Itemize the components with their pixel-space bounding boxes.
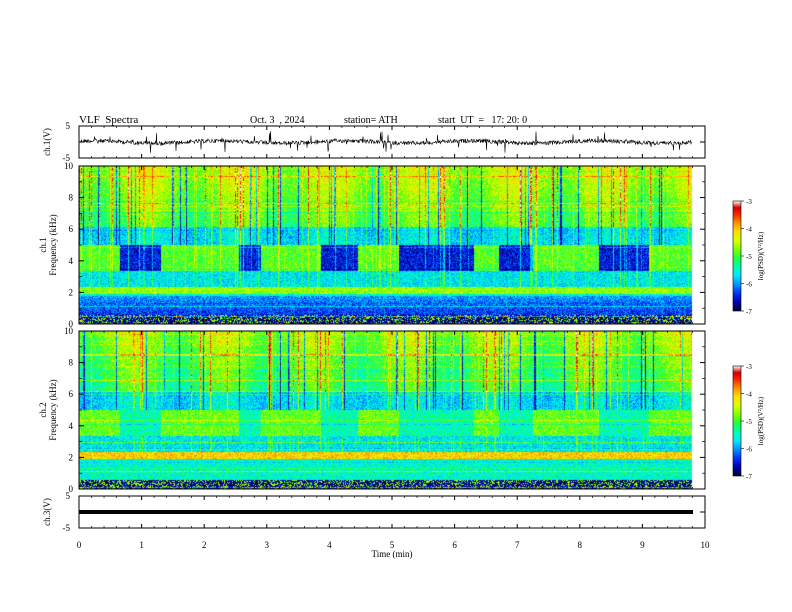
y-tick-label: 4 (69, 256, 74, 266)
ch1-spectrogram-ticks: 0 2 4 6 8 10 (64, 161, 706, 329)
ch3-ytick-bottom: -5 (63, 523, 71, 533)
colorbar-gradient (732, 200, 742, 312)
x-tick-label: 6 (452, 540, 457, 550)
x-tick-label: 3 (265, 540, 270, 550)
panel-ch2-spectrogram: 0 2 4 6 8 10 ch.2 Frequency (kHz) -3 -4 -5 -6 -7 l… (38, 326, 765, 494)
x-tick-label: 2 (202, 540, 207, 550)
x-tick-label: 4 (327, 540, 332, 550)
x-axis-label: Time (min) (372, 549, 413, 559)
ch3-waveform-trace (79, 510, 693, 514)
ch1-spectrogram-ylabel-line1: ch.1 (38, 237, 48, 252)
time-axis-tick-labels: 0 1 2 3 4 5 6 7 8 9 10 (77, 540, 710, 550)
ch1-ytick-top: 5 (66, 121, 71, 131)
station-label: station= ATH (344, 115, 398, 126)
ch2-spectrogram-ticks: 0 2 4 6 8 10 (64, 326, 706, 494)
ch1-colorbar: -3 -4 -5 -6 -7 log(PSD)(V²/Hz) (732, 198, 765, 316)
chart-title: VLF Spectra (79, 114, 139, 126)
y-tick-label: 6 (69, 389, 74, 399)
colorbar-tick-label: -7 (746, 308, 752, 316)
ch2-spectrogram-ylabel-line2: Frequency (kHz) (48, 379, 58, 440)
colorbar-tick-label: -5 (746, 418, 752, 426)
colorbar-tick-label: -7 (746, 473, 752, 481)
y-tick-label: 8 (69, 193, 74, 203)
ch1-waveform-trace (79, 131, 693, 153)
colorbar-tick-label: -4 (746, 226, 752, 234)
y-tick-label: 0 (69, 319, 74, 329)
ch1-spectrogram-image (79, 166, 705, 324)
ch1-axis-ticks (78, 125, 706, 159)
x-tick-label: 0 (77, 540, 82, 550)
colorbar-label: log(PSD)(V²/Hz) (757, 396, 765, 445)
ch1-spectrogram-ylabel-line2: Frequency (kHz) (48, 214, 58, 275)
colorbar-tick-label: -6 (746, 446, 752, 454)
y-tick-label: 4 (69, 421, 74, 431)
plot-frame (78, 125, 706, 159)
ch1-waveform-line (79, 131, 693, 153)
date-label: Oct. 3 , 2024 (250, 115, 305, 126)
colorbar-tick-label: -4 (746, 391, 752, 399)
x-tick-label: 8 (578, 540, 583, 550)
ch3-axis-ticks (78, 495, 706, 529)
colorbar-tick-label: -3 (746, 198, 752, 206)
y-tick-label: 2 (69, 287, 74, 297)
colorbar-tick-label: -5 (746, 253, 752, 261)
panel-ch3-waveform: 5 -5 ch.3(V) 0 1 2 3 4 5 6 7 8 9 10 Time (min) (42, 491, 710, 559)
y-tick-label: 0 (69, 484, 74, 494)
panel-ch1-waveform: 5 -5 ch.1(V) (42, 121, 706, 163)
panel-ch1-spectrogram: 0 2 4 6 8 10 ch.1 Frequency (kHz) -3 -4 -5 -6 -7 l… (38, 161, 765, 329)
y-tick-label: 10 (64, 161, 74, 171)
colorbar-label: log(PSD)(V²/Hz) (757, 231, 765, 280)
colorbar-tick-label: -6 (746, 281, 752, 289)
ch1-ytick-bottom: -5 (63, 153, 71, 163)
y-tick-label: 6 (69, 224, 74, 234)
ch2-spectrogram-ylabel-line1: ch.2 (38, 402, 48, 417)
y-tick-label: 8 (69, 358, 74, 368)
y-tick-label: 2 (69, 452, 74, 462)
ch2-colorbar: -3 -4 -5 -6 -7 log(PSD)(V²/Hz) (732, 363, 765, 481)
y-tick-label: 10 (64, 326, 74, 336)
ch1-ylabel: ch.1(V) (42, 128, 52, 156)
ch3-ytick-top: 5 (66, 491, 71, 501)
x-tick-label: 5 (390, 540, 395, 550)
x-tick-label: 10 (701, 540, 711, 550)
ch3-ylabel: ch.3(V) (42, 498, 52, 526)
colorbar-gradient (732, 365, 742, 477)
x-tick-label: 7 (515, 540, 520, 550)
x-tick-label: 9 (640, 540, 645, 550)
colorbar-tick-label: -3 (746, 363, 752, 371)
ch2-spectrogram-image (79, 331, 705, 489)
x-tick-label: 1 (139, 540, 144, 550)
start-time-label: start UT = 17: 20: 0 (438, 115, 528, 126)
